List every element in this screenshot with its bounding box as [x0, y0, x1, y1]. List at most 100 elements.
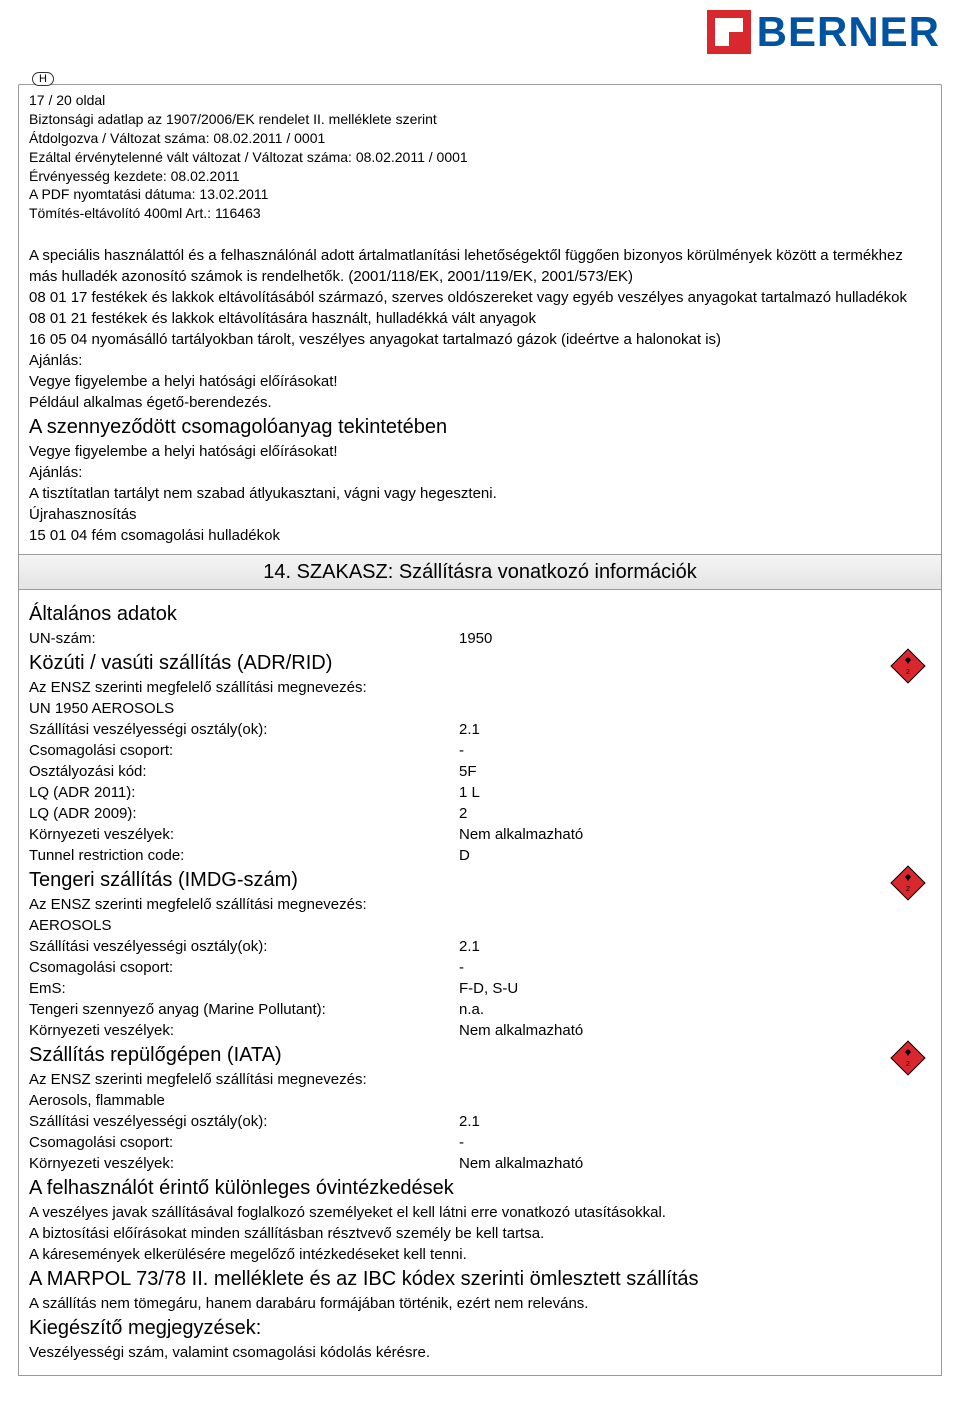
document-header: 17 / 20 oldal Biztonsági adatlap az 1907…	[18, 84, 942, 233]
advice-label: Ajánlás:	[29, 350, 931, 371]
data-row: Tengeri szennyező anyag (Marine Pollutan…	[29, 999, 931, 1020]
data-row: EmS:F-D, S-U	[29, 978, 931, 999]
shipping-name-value: AEROSOLS	[29, 915, 931, 936]
data-row: LQ (ADR 2009):2	[29, 803, 931, 824]
special-precautions-heading: A felhasználót érintő különleges óvintéz…	[29, 1174, 931, 1202]
shipping-name-label: Az ENSZ szerinti megfelelő szállítási me…	[29, 1069, 931, 1090]
row-value: 2	[459, 803, 931, 824]
row-label: Csomagolási csoport:	[29, 957, 459, 978]
hazard-diamond-icon: 2	[889, 1039, 927, 1077]
recycling-code: 15 01 04 fém csomagolási hulladékok	[29, 525, 931, 546]
advice-text: Például alkalmas égető-berendezés.	[29, 392, 931, 413]
iata-heading: Szállítás repülőgépen (IATA)	[29, 1041, 931, 1069]
shipping-name-value: Aerosols, flammable	[29, 1090, 931, 1111]
row-label: Csomagolási csoport:	[29, 1132, 459, 1153]
data-row: Csomagolási csoport:-	[29, 957, 931, 978]
header-line: Átdolgozva / Változat száma: 08.02.2011 …	[29, 129, 931, 148]
row-label: Szállítási veszélyességi osztály(ok):	[29, 719, 459, 740]
waste-code: 16 05 04 nyomásálló tartályokban tárolt,…	[29, 329, 931, 350]
document-body: A speciális használattól és a felhasznál…	[18, 233, 942, 1376]
contaminated-packaging-heading: A szennyeződött csomagolóanyag tekinteté…	[29, 413, 931, 441]
special-text: A káresemények elkerülésére megelőző int…	[29, 1244, 931, 1265]
header-line: Ezáltal érvénytelenné vált változat / Vá…	[29, 148, 931, 167]
row-value: 2.1	[459, 936, 931, 957]
header-line: Tömítés-eltávolító 400ml Art.: 116463	[29, 204, 931, 223]
row-label: LQ (ADR 2011):	[29, 782, 459, 803]
row-label: Csomagolási csoport:	[29, 740, 459, 761]
row-label: Környezeti veszélyek:	[29, 1020, 459, 1041]
shipping-name-value: UN 1950 AEROSOLS	[29, 698, 931, 719]
shipping-name-label: Az ENSZ szerinti megfelelő szállítási me…	[29, 894, 931, 915]
data-row: Környezeti veszélyek:Nem alkalmazható	[29, 1020, 931, 1041]
svg-text:2: 2	[906, 1061, 910, 1068]
supplementary-text: Veszélyességi szám, valamint csomagolási…	[29, 1342, 931, 1363]
advice-text: Vegye figyelembe a helyi hatósági előírá…	[29, 441, 931, 462]
logo-area: BERNER	[0, 0, 960, 64]
row-value: F-D, S-U	[459, 978, 931, 999]
page-number: 17 / 20 oldal	[29, 91, 931, 110]
row-label: Tunnel restriction code:	[29, 845, 459, 866]
special-text: A veszélyes javak szállításával foglalko…	[29, 1202, 931, 1223]
row-value: -	[459, 740, 931, 761]
supplementary-heading: Kiegészítő megjegyzések:	[29, 1314, 931, 1342]
marpol-text: A szállítás nem tömegáru, hanem darabáru…	[29, 1293, 931, 1314]
adr-heading: Közúti / vasúti szállítás (ADR/RID)	[29, 649, 931, 677]
data-row: Csomagolási csoport:-	[29, 740, 931, 761]
waste-code: 08 01 21 festékek és lakkok eltávolításá…	[29, 308, 931, 329]
data-row: LQ (ADR 2011):1 L	[29, 782, 931, 803]
imdg-heading: Tengeri szállítás (IMDG-szám)	[29, 866, 931, 894]
waste-code: 08 01 17 festékek és lakkok eltávolításá…	[29, 287, 931, 308]
header-line: Biztonsági adatlap az 1907/2006/EK rende…	[29, 110, 931, 129]
hazard-diamond-icon: 2	[889, 864, 927, 902]
row-value: 5F	[459, 761, 931, 782]
data-row: Környezeti veszélyek:Nem alkalmazható	[29, 1153, 931, 1174]
logo-mark-icon	[707, 10, 751, 54]
row-label: Szállítási veszélyességi osztály(ok):	[29, 936, 459, 957]
svg-text:2: 2	[906, 669, 910, 676]
recycling-label: Újrahasznosítás	[29, 504, 931, 525]
advice-text: Vegye figyelembe a helyi hatósági előírá…	[29, 371, 931, 392]
advice-label: Ajánlás:	[29, 462, 931, 483]
logo-text: BERNER	[757, 8, 940, 56]
data-row: Szállítási veszélyességi osztály(ok):2.1	[29, 936, 931, 957]
row-value: 1 L	[459, 782, 931, 803]
section-14-header: 14. SZAKASZ: Szállításra vonatkozó infor…	[19, 554, 941, 590]
svg-text:2: 2	[906, 886, 910, 893]
row-label: Szállítási veszélyességi osztály(ok):	[29, 1111, 459, 1132]
row-label: Környezeti veszélyek:	[29, 824, 459, 845]
page-content: H 17 / 20 oldal Biztonsági adatlap az 19…	[18, 84, 942, 1376]
shipping-name-label: Az ENSZ szerinti megfelelő szállítási me…	[29, 677, 931, 698]
brand-logo: BERNER	[707, 8, 940, 56]
row-value: Nem alkalmazható	[459, 1020, 931, 1041]
general-data-heading: Általános adatok	[29, 600, 931, 628]
data-row: Szállítási veszélyességi osztály(ok):2.1	[29, 1111, 931, 1132]
header-line: Érvényesség kezdete: 08.02.2011	[29, 167, 931, 186]
marpol-heading: A MARPOL 73/78 II. melléklete és az IBC …	[29, 1265, 931, 1293]
row-value: n.a.	[459, 999, 931, 1020]
row-label: EmS:	[29, 978, 459, 999]
row-value: 2.1	[459, 719, 931, 740]
row-value: -	[459, 1132, 931, 1153]
row-value: Nem alkalmazható	[459, 824, 931, 845]
row-value: 2.1	[459, 1111, 931, 1132]
hazard-diamond-icon: 2	[889, 647, 927, 685]
un-number-value: 1950	[459, 628, 931, 649]
row-label: Környezeti veszélyek:	[29, 1153, 459, 1174]
advice-text: A tisztítatlan tartályt nem szabad átlyu…	[29, 483, 931, 504]
data-row: Tunnel restriction code:D	[29, 845, 931, 866]
row-label: LQ (ADR 2009):	[29, 803, 459, 824]
language-badge: H	[32, 72, 54, 86]
row-value: -	[459, 957, 931, 978]
data-row: Csomagolási csoport:-	[29, 1132, 931, 1153]
data-row: Szállítási veszélyességi osztály(ok):2.1	[29, 719, 931, 740]
data-row: UN-szám: 1950	[29, 628, 931, 649]
row-label: Osztályozási kód:	[29, 761, 459, 782]
data-row: Osztályozási kód:5F	[29, 761, 931, 782]
intro-text: más hulladék azonosító számok is rendelh…	[29, 266, 931, 287]
intro-text: A speciális használattól és a felhasznál…	[29, 245, 931, 266]
un-number-label: UN-szám:	[29, 628, 459, 649]
row-value: Nem alkalmazható	[459, 1153, 931, 1174]
special-text: A biztosítási előírásokat minden szállít…	[29, 1223, 931, 1244]
row-label: Tengeri szennyező anyag (Marine Pollutan…	[29, 999, 459, 1020]
data-row: Környezeti veszélyek:Nem alkalmazható	[29, 824, 931, 845]
